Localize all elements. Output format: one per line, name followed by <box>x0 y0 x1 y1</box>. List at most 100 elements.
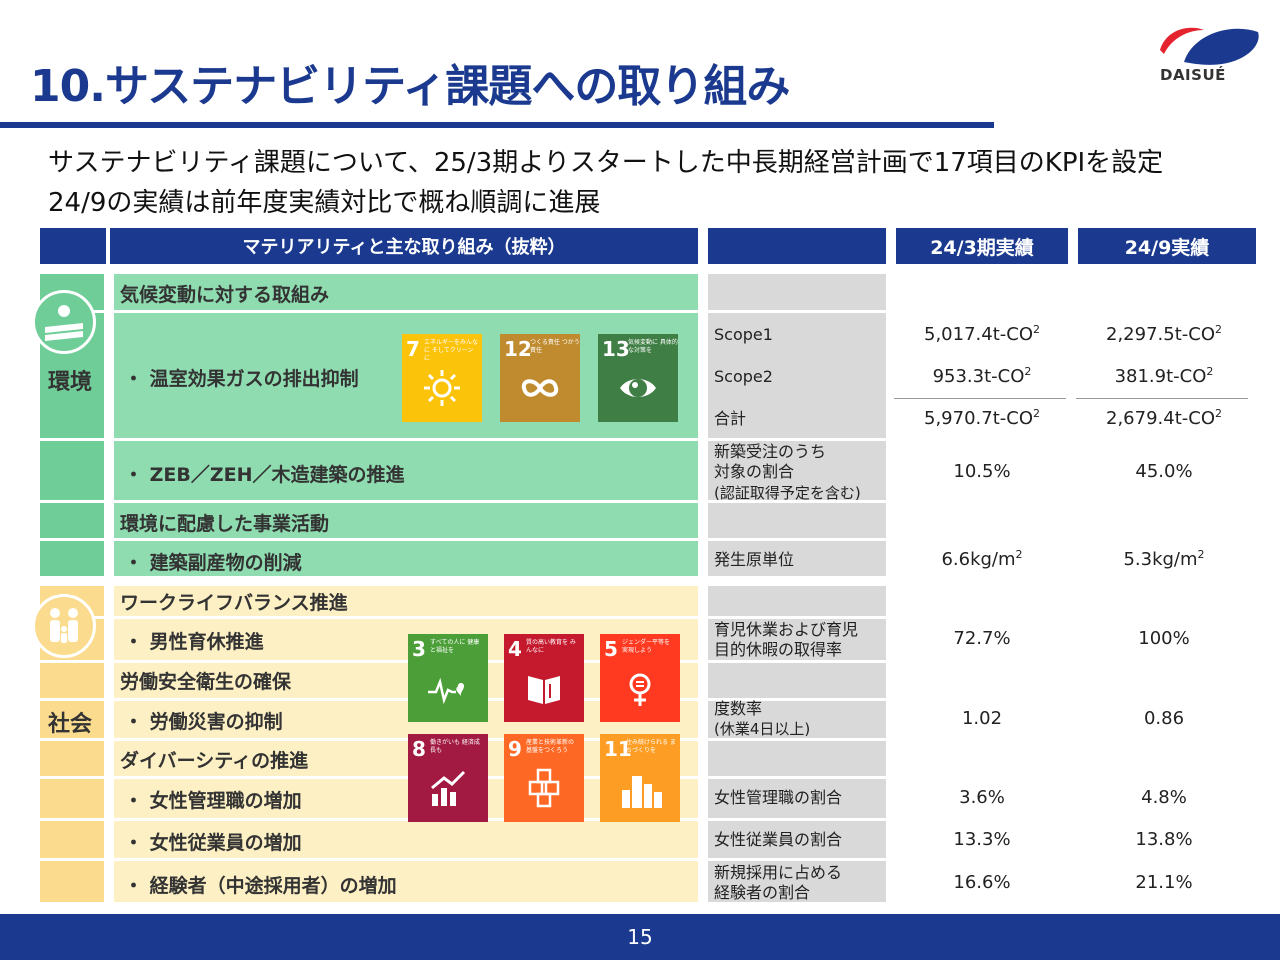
kpi-zeb-l1: 新築受注のうち <box>714 442 827 461</box>
row-divider <box>40 858 886 861</box>
sdg-number: 7 <box>406 337 420 361</box>
value-accident-fy24-3: 1.02 <box>961 708 1003 729</box>
row-divider <box>40 310 886 313</box>
logo-text: DAISUÉ <box>1160 66 1226 84</box>
value-scope1-fy24-3: 5,017.4t-CO2 <box>924 323 1040 345</box>
row-divider <box>40 538 886 541</box>
sdg-label: 働きがいも 経済成長も <box>430 739 480 754</box>
family-icon <box>32 594 96 658</box>
kpi-leave-l1: 育児休業および育児 <box>714 620 859 639</box>
value-accident-fy24-9: 0.86 <box>1143 708 1185 729</box>
value-experienced-fy24-3: 16.6% <box>953 872 1011 893</box>
sun-icon <box>424 370 460 406</box>
kpi-female-mgr: 女性管理職の割合 <box>714 788 843 807</box>
soc-kpi-column <box>708 586 886 902</box>
value-female-emp-fy24-3: 13.3% <box>953 829 1011 850</box>
soc-category-safety: 労働安全衛生の確保 <box>120 671 292 693</box>
sdg-number: 5 <box>604 637 618 661</box>
subtitle-line-2: 24/9の実績は前年度実績対比で概ね順調に進展 <box>48 188 601 218</box>
sdg-11-icon: 11 住み続けられる まちづくりを <box>600 734 680 822</box>
env-category-climate: 気候変動に対する取組み <box>120 284 330 306</box>
sdg-label: エネルギーをみんなに そしてクリーンに <box>424 339 479 362</box>
gender-icon <box>629 673 651 706</box>
sdg-9-icon: 9 産業と技術革新の 基盤をつくろう <box>504 734 584 822</box>
kpi-zeb-l3: (認証取得予定を含む) <box>714 484 861 502</box>
sdg-label: 気候変動に 具体的な対策を <box>628 339 678 354</box>
kpi-scope2: Scope2 <box>714 367 773 386</box>
kpi-accident-l2: (休業4日以上) <box>714 720 811 738</box>
sdg-number: 12 <box>504 337 532 361</box>
env-item-ghg: ・ 温室効果ガスの排出抑制 <box>124 368 359 390</box>
kpi-scope1: Scope1 <box>714 325 773 344</box>
heartbeat-icon <box>428 677 464 705</box>
kpi-zeb-l2: 対象の割合 <box>714 462 795 481</box>
page-number: 15 <box>627 925 653 949</box>
env-item-waste: ・ 建築副産物の削減 <box>124 552 302 574</box>
city-icon <box>622 776 662 808</box>
env-category-business: 環境に配慮した事業活動 <box>120 513 330 535</box>
sdg-label: すべての人に 健康と福祉を <box>430 639 480 654</box>
sdg-4-icon: 4 質の高い教育を みんなに <box>504 634 584 722</box>
sdg-number: 11 <box>604 737 632 761</box>
value-scope2-fy24-9: 381.9t-CO2 <box>1114 365 1214 387</box>
kpi-waste: 発生原単位 <box>714 550 795 569</box>
header-materiality: マテリアリティと主な取り組み（抜粋） <box>110 228 698 264</box>
sdg-7-icon: 7 エネルギーをみんなに そしてクリーンに <box>402 334 482 422</box>
sdg-label: 産業と技術革新の 基盤をつくろう <box>526 739 575 754</box>
sdg-3-icon: 3 すべての人に 健康と福祉を <box>408 634 488 722</box>
value-scope1-fy24-9: 2,297.5t-CO2 <box>1106 323 1222 345</box>
soc-item-female-mgr: ・ 女性管理職の増加 <box>124 790 302 812</box>
sdg-5-icon: 5 ジェンダー平等を 実現しよう <box>600 634 680 722</box>
value-female-mgr-fy24-9: 4.8% <box>1141 787 1187 808</box>
value-zeb-fy24-3: 10.5% <box>953 461 1011 482</box>
footer-bar <box>0 914 1280 960</box>
cubes-icon <box>528 768 560 808</box>
kpi-accident-l1: 度数率 <box>714 699 763 718</box>
env-content-block <box>114 274 698 576</box>
row-divider <box>40 438 886 441</box>
value-total-fy24-9: 2,679.4t-CO2 <box>1106 407 1222 429</box>
header-kpi <box>708 228 886 264</box>
total-separator <box>1076 398 1248 399</box>
header-fy24-9: 24/9実績 <box>1078 228 1256 264</box>
environment-icon <box>32 290 96 354</box>
value-experienced-fy24-9: 21.1% <box>1135 872 1193 893</box>
title-underline <box>0 122 994 128</box>
kpi-experienced-l2: 経験者の割合 <box>714 883 811 902</box>
sdg-number: 3 <box>412 637 426 661</box>
sdg-8-icon: 8 働きがいも 経済成長も <box>408 734 488 822</box>
env-kpi-column <box>708 274 886 576</box>
value-waste-fy24-3: 6.6kg/m2 <box>941 548 1023 570</box>
sdg-label: ジェンダー平等を 実現しよう <box>622 639 671 654</box>
kpi-female-emp: 女性従業員の割合 <box>714 830 843 849</box>
header-fy24-3: 24/3期実績 <box>896 228 1068 264</box>
sdg-number: 9 <box>508 737 522 761</box>
kpi-leave-l2: 目的休暇の取得率 <box>714 640 843 659</box>
sdg-label: つくる責任 つかう責任 <box>530 339 580 354</box>
eye-globe-icon <box>620 379 656 397</box>
sdg-number: 4 <box>508 637 522 661</box>
value-leave-fy24-9: 100% <box>1138 628 1190 649</box>
value-scope2-fy24-3: 953.3t-CO2 <box>932 365 1032 387</box>
value-zeb-fy24-9: 45.0% <box>1135 461 1193 482</box>
row-divider <box>40 616 886 619</box>
row-divider <box>40 500 886 503</box>
soc-item-experienced: ・ 経験者（中途採用者）の増加 <box>124 875 397 897</box>
sdg-number: 13 <box>602 337 630 361</box>
soc-category-wlb: ワークライフバランス推進 <box>120 592 348 614</box>
total-separator <box>894 398 1066 399</box>
kpi-total: 合計 <box>714 409 747 428</box>
soc-section-label: 社会 <box>48 712 93 737</box>
soc-item-accident: ・ 労働災害の抑制 <box>124 711 283 733</box>
page-title: 10.サステナビリティ課題への取り組み <box>30 61 790 112</box>
env-item-zeb: ・ ZEB／ZEH／木造建築の推進 <box>124 464 405 486</box>
subtitle-line-1: サステナビリティ課題について、25/3期よりスタートした中長期経営計画で17項目… <box>48 148 1164 178</box>
book-icon <box>528 676 560 704</box>
value-leave-fy24-3: 72.7% <box>953 628 1011 649</box>
header-corner <box>40 228 106 264</box>
soc-category-diversity: ダイバーシティの推進 <box>120 750 309 772</box>
value-female-emp-fy24-9: 13.8% <box>1135 829 1193 850</box>
sdg-label: 住み続けられる まちづくりを <box>626 739 676 754</box>
sdg-12-icon: 12 つくる責任 つかう責任 <box>500 334 580 422</box>
growth-chart-icon <box>431 770 466 806</box>
